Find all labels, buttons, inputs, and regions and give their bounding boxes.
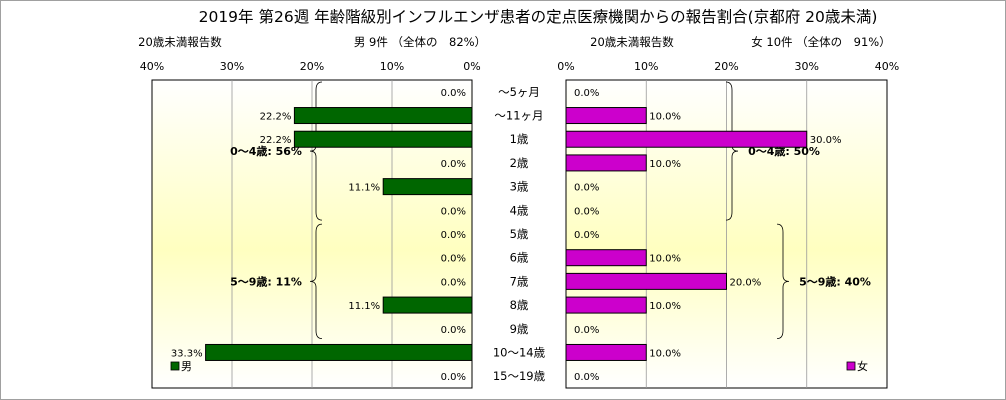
male-group-label: 5～9歳: 11% [230, 274, 302, 288]
female-value-label: 10.0% [649, 112, 681, 123]
male-bar [205, 343, 473, 361]
female-value-label: 0.0% [574, 206, 599, 217]
female-legend-swatch [846, 361, 856, 371]
male-value-label: 22.2% [260, 112, 292, 123]
female-value-label: 10.0% [649, 254, 681, 265]
male-value-label: 0.0% [441, 88, 466, 99]
group-brackets: 0～4歳: 56%5～9歳: 11%0～4歳: 50%5～9歳: 40% [230, 81, 871, 340]
female-group-label: 5～9歳: 40% [799, 274, 871, 288]
male-bar [293, 107, 473, 125]
female-legend: 女 [846, 359, 868, 373]
female-count-label: 20歳未満報告数 [590, 35, 674, 49]
category-label: ～11ヶ月 [494, 109, 543, 123]
male-group-label: 0～4歳: 56% [230, 144, 302, 158]
female-bar [565, 296, 647, 314]
male-bar [293, 130, 473, 148]
male-legend-swatch [170, 361, 180, 371]
male-value-label: 0.0% [441, 325, 466, 336]
female-header: 女 10件 （全体の 91%） [751, 35, 891, 49]
female-tick-label: 10% [634, 60, 658, 73]
female-value-label: 0.0% [574, 372, 599, 383]
category-label: 1歳 [510, 132, 529, 146]
category-label: ～5ヶ月 [498, 85, 540, 99]
female-bar [565, 130, 808, 148]
male-value-label: 0.0% [441, 277, 466, 288]
male-group-bracket [309, 81, 323, 221]
x-axis-ticks: 40% 30% 20% 10% 0% 0% 10% 20% 30% 40% [140, 60, 899, 73]
male-value-label: 0.0% [441, 372, 466, 383]
male-tick-label: 0% [463, 60, 480, 73]
category-label: 5歳 [510, 227, 529, 241]
category-labels: ～5ヶ月 ～11ヶ月 1歳 2歳 3歳 4歳 5歳 6歳 7歳 8歳 9歳 10～14歳 15～19歳 [493, 85, 546, 383]
female-value-label: 10.0% [649, 159, 681, 170]
category-label: 6歳 [510, 251, 529, 265]
male-value-label: 0.0% [441, 206, 466, 217]
female-value-label: 10.0% [649, 348, 681, 359]
male-value-label: 22.2% [260, 135, 292, 146]
female-legend-label: 女 [857, 359, 868, 373]
female-bar [565, 107, 647, 125]
female-value-label: 0.0% [574, 183, 599, 194]
male-value-label: 11.1% [348, 183, 380, 194]
female-group-bracket [776, 223, 790, 340]
male-header: 男 9件 （全体の 82%） [354, 35, 486, 49]
female-group-bracket [725, 81, 739, 221]
female-tick-label: 40% [875, 60, 899, 73]
female-tick-label: 0% [557, 60, 574, 73]
male-tick-label: 20% [300, 60, 324, 73]
male-group-bracket [309, 223, 323, 340]
chart-title: 2019年 第26週 年齢階級別インフルエンザ患者の定点医療機関からの報告割合(… [199, 8, 878, 26]
male-legend-label: 男 [181, 360, 192, 373]
category-label: 3歳 [510, 180, 529, 194]
male-bar [382, 178, 473, 196]
male-tick-label: 40% [140, 60, 164, 73]
male-value-label: 0.0% [441, 254, 466, 265]
female-tick-label: 30% [795, 60, 819, 73]
female-value-label: 10.0% [649, 301, 681, 312]
female-bar [565, 343, 647, 361]
female-value-label: 0.0% [574, 88, 599, 99]
male-legend: 男 [170, 360, 192, 373]
category-label: 10～14歳 [493, 345, 546, 359]
female-bar [565, 249, 647, 267]
male-count-label: 20歳未満報告数 [138, 35, 222, 49]
male-value-label: 0.0% [441, 230, 466, 241]
male-value-label: 33.3% [171, 348, 203, 359]
male-tick-label: 30% [220, 60, 244, 73]
female-value-label: 0.0% [574, 230, 599, 241]
male-tick-label: 10% [380, 60, 404, 73]
category-label: 4歳 [510, 203, 529, 217]
female-value-label: 0.0% [574, 325, 599, 336]
male-bar [382, 296, 473, 314]
male-value-label: 0.0% [441, 159, 466, 170]
category-label: 8歳 [510, 298, 529, 312]
female-tick-label: 20% [714, 60, 738, 73]
category-label: 9歳 [510, 322, 529, 336]
category-label: 7歳 [510, 274, 529, 288]
category-label: 15～19歳 [493, 369, 546, 383]
female-bar [565, 272, 727, 290]
female-value-label: 20.0% [730, 277, 762, 288]
bars: 0.0% 0.0% 22.2% 10.0% 22.2% 30.0% 0.0% 10.0% 11.… [171, 88, 842, 383]
female-value-label: 30.0% [810, 135, 842, 146]
male-value-label: 11.1% [348, 301, 380, 312]
female-bar [565, 154, 647, 172]
category-label: 2歳 [510, 156, 529, 170]
